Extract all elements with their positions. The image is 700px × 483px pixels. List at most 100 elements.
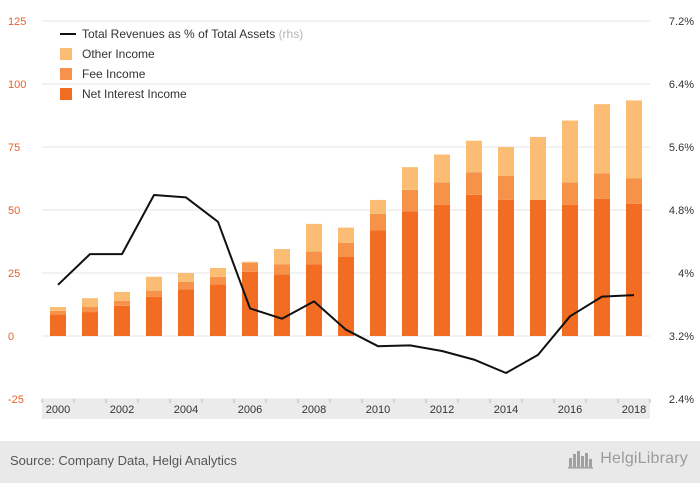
x-axis-tick: 2018 bbox=[622, 404, 646, 416]
legend-label: Net Interest Income bbox=[82, 87, 187, 101]
chart-plot: -25 2.4% 0 3.2% 25 4% 50 4.8% 75 5.6% 100 6.4% 125 7.… bbox=[8, 16, 694, 419]
bar-segment bbox=[402, 167, 418, 190]
bar-segment bbox=[498, 175, 514, 200]
bar-segment bbox=[530, 136, 546, 200]
bar-segment bbox=[402, 189, 418, 212]
bar-segment bbox=[274, 264, 290, 275]
bar-segment bbox=[274, 274, 290, 336]
bar-segment bbox=[306, 251, 322, 265]
left-axis-tick: 25 bbox=[8, 268, 20, 280]
bar-segment bbox=[82, 307, 98, 313]
bar-segment bbox=[626, 203, 642, 336]
x-axis-tick: 2006 bbox=[238, 404, 262, 416]
bar-segment bbox=[114, 300, 130, 306]
bar-segment bbox=[530, 199, 546, 336]
brand-logo[interactable]: HelgiLibrary bbox=[568, 449, 688, 469]
left-axis-tick: 75 bbox=[8, 142, 20, 154]
bar-segment bbox=[178, 289, 194, 336]
bar-segment bbox=[594, 198, 610, 336]
bar-segment bbox=[626, 100, 642, 179]
bar-segment bbox=[466, 172, 482, 195]
bar-segment bbox=[370, 213, 386, 231]
bar-segment bbox=[434, 182, 450, 205]
x-axis-tick: 2008 bbox=[302, 404, 326, 416]
bar-segment bbox=[594, 173, 610, 199]
bar-segment bbox=[146, 290, 162, 297]
bar-segment bbox=[50, 314, 66, 336]
bars bbox=[50, 100, 642, 336]
right-axis-tick: 4% bbox=[678, 268, 694, 280]
legend-swatch bbox=[60, 88, 72, 100]
bar-segment bbox=[338, 242, 354, 257]
source-text: Source: Company Data, Helgi Analytics bbox=[10, 453, 237, 468]
bar-segment bbox=[626, 178, 642, 204]
bar-segment bbox=[338, 227, 354, 243]
bar-segment bbox=[50, 310, 66, 315]
bar-segment bbox=[306, 264, 322, 336]
bar-segment bbox=[434, 154, 450, 183]
bar-segment bbox=[466, 194, 482, 336]
bar-segment bbox=[274, 249, 290, 265]
bar-segment bbox=[562, 182, 578, 205]
bar-segment bbox=[242, 261, 258, 263]
bar-segment bbox=[498, 199, 514, 336]
footer: Source: Company Data, Helgi Analytics He… bbox=[0, 441, 700, 483]
bar-segment bbox=[210, 276, 226, 285]
bar-segment bbox=[178, 273, 194, 282]
bar-segment bbox=[338, 256, 354, 336]
bar-segment bbox=[50, 307, 66, 311]
bar-segment bbox=[210, 284, 226, 336]
bar-segment bbox=[82, 298, 98, 308]
bar-segment bbox=[434, 204, 450, 336]
x-axis-tick: 2012 bbox=[430, 404, 454, 416]
bar-segment bbox=[242, 262, 258, 272]
x-axis-tick: 2014 bbox=[494, 404, 518, 416]
bar-segment bbox=[178, 281, 194, 290]
right-axis-tick: 5.6% bbox=[669, 142, 694, 154]
bar-segment bbox=[242, 271, 258, 336]
city-skyline-icon bbox=[568, 451, 594, 469]
x-axis-band bbox=[42, 399, 650, 419]
bar-segment bbox=[146, 296, 162, 336]
bar-segment bbox=[562, 204, 578, 336]
x-axis-tick: 2002 bbox=[110, 404, 134, 416]
bar-segment bbox=[370, 199, 386, 214]
right-axis-tick: 2.4% bbox=[669, 394, 694, 406]
x-axis-tick: 2004 bbox=[174, 404, 198, 416]
bar-segment bbox=[210, 267, 226, 277]
bar-segment bbox=[114, 291, 130, 301]
bar-segment bbox=[498, 147, 514, 176]
bar-segment bbox=[82, 312, 98, 336]
legend-label: Total Revenues as % of Total Assets (rhs… bbox=[82, 27, 303, 41]
bar-segment bbox=[402, 211, 418, 336]
series-line bbox=[57, 194, 635, 374]
legend-label: Fee Income bbox=[82, 67, 146, 81]
revenue-ratio-line bbox=[57, 194, 635, 374]
right-axis-tick: 7.2% bbox=[669, 16, 694, 28]
legend-swatch bbox=[60, 48, 72, 60]
legend-label: Other Income bbox=[82, 47, 155, 61]
bar-segment bbox=[562, 120, 578, 183]
right-axis-tick: 4.8% bbox=[669, 205, 694, 217]
bar-segment bbox=[594, 104, 610, 174]
x-axis-tick: 2016 bbox=[558, 404, 582, 416]
right-axis-tick: 6.4% bbox=[669, 79, 694, 91]
legend-swatch bbox=[60, 68, 72, 80]
left-axis-tick: 0 bbox=[8, 331, 14, 343]
right-axis-tick: 3.2% bbox=[669, 331, 694, 343]
x-axis-tick: 2010 bbox=[366, 404, 390, 416]
left-axis-tick: -25 bbox=[8, 394, 24, 406]
left-axis-tick: 125 bbox=[8, 16, 26, 28]
bar-segment bbox=[146, 276, 162, 291]
axes: -25 2.4% 0 3.2% 25 4% 50 4.8% 75 5.6% 100 6.4% 125 7.… bbox=[8, 16, 694, 419]
bar-segment bbox=[370, 230, 386, 336]
left-axis-tick: 100 bbox=[8, 79, 26, 91]
bar-segment bbox=[306, 223, 322, 252]
left-axis-tick: 50 bbox=[8, 205, 20, 217]
legend: Total Revenues as % of Total Assets (rhs… bbox=[60, 27, 303, 101]
legend-label-suffix: (rhs) bbox=[279, 27, 304, 41]
bar-segment bbox=[466, 140, 482, 173]
brand-text: HelgiLibrary bbox=[600, 450, 688, 467]
bar-segment bbox=[114, 305, 130, 336]
x-axis-tick: 2000 bbox=[46, 404, 70, 416]
